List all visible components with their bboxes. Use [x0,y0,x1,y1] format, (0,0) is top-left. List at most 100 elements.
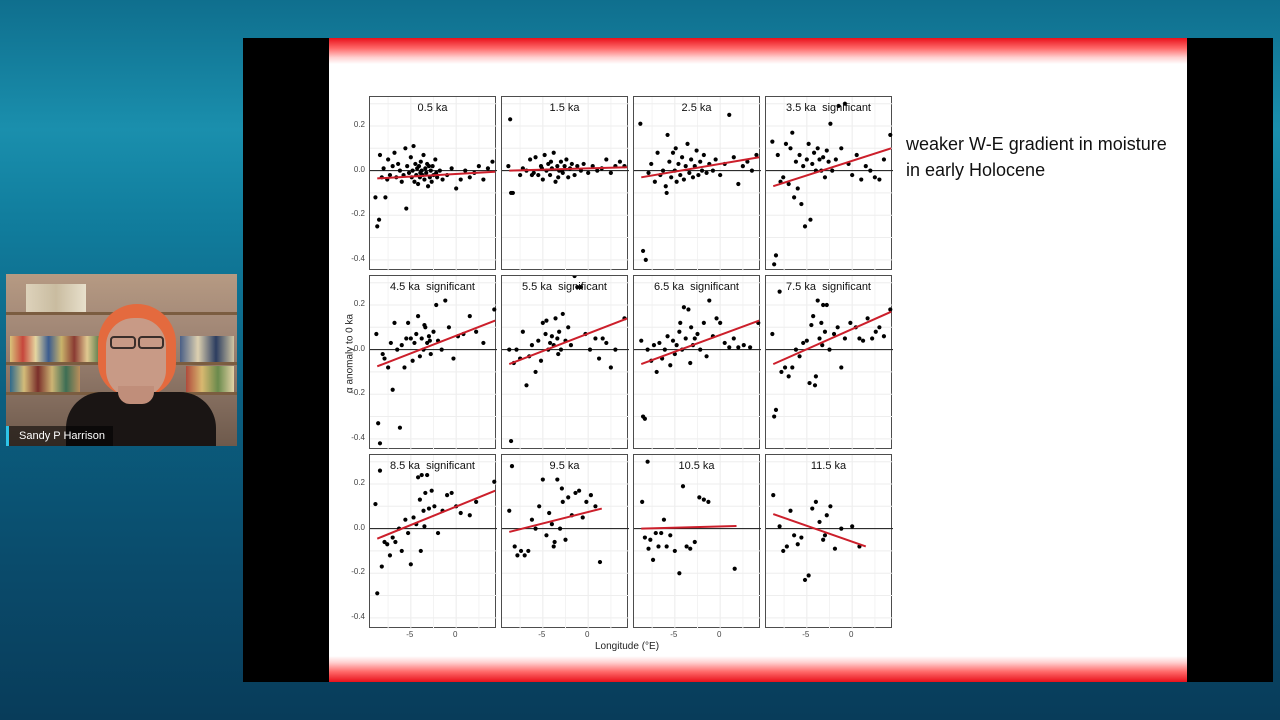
data-point [815,298,820,303]
data-point [383,195,388,200]
panel-title: 4.5 ka significant [390,281,475,293]
data-point [701,152,706,158]
data-point [399,548,404,554]
data-point [680,484,686,489]
panel-plot-area [370,455,497,629]
data-point [806,573,811,578]
data-point [381,166,386,171]
y-tick-label: 0.2 [353,478,365,487]
data-point [835,325,840,330]
data-point [390,164,395,169]
data-point [678,172,683,178]
data-point [854,152,859,158]
panel-plot-area [370,276,497,450]
data-point [399,343,404,348]
data-point [385,542,390,547]
data-point [563,537,568,542]
data-point [784,544,789,549]
data-point [694,148,699,153]
data-point [704,170,709,175]
data-point [415,181,421,187]
data-point [593,504,598,509]
data-point [572,172,577,178]
regression-line [641,156,760,179]
data-point [804,338,809,343]
data-point [736,345,741,350]
data-point [826,159,831,164]
data-point [770,331,775,337]
y-tick-label: 0.0 [353,343,365,353]
data-point [547,510,552,516]
data-point [863,164,868,169]
chart-panel: 3.5 ka significant [765,96,893,271]
data-point [645,347,650,352]
data-point [458,510,463,516]
data-point [509,464,515,469]
data-point [557,526,563,531]
data-point [514,347,519,352]
data-point [481,340,486,346]
data-point [562,164,567,169]
data-point [687,170,692,175]
data-point [474,329,479,334]
data-point [584,499,589,504]
x-tick-label: -5 [538,630,546,639]
data-point [661,517,667,522]
data-point [802,224,808,229]
x-axis-label: Longitude (°E) [595,641,660,652]
data-point [836,103,841,109]
data-point [392,320,397,325]
data-point [857,336,862,341]
data-point [604,157,609,162]
data-point [435,175,440,180]
data-point [697,495,702,500]
data-point [395,347,400,352]
data-point [377,468,383,473]
data-point [533,526,538,531]
data-point [824,513,829,518]
data-point [411,515,416,520]
data-point [575,164,580,169]
data-point [555,477,560,482]
regression-line [772,147,892,188]
data-point [664,190,669,196]
data-point [722,340,727,346]
data-point [710,168,716,173]
data-point [655,150,660,155]
chart-panel: 11.5 ka [765,454,893,629]
participant-video-tile[interactable]: Sandy P Harrison [6,274,237,446]
data-point [824,302,829,308]
data-point [416,164,422,169]
data-point [428,168,433,173]
data-point [373,195,378,200]
data-point [810,161,815,167]
data-point [547,340,553,346]
data-point [476,164,481,169]
data-point [670,338,676,343]
data-point [549,522,554,527]
data-point [434,170,439,175]
data-point [422,177,427,182]
data-point [440,177,445,182]
data-point [429,179,434,184]
data-point [387,553,393,558]
data-point [781,548,786,554]
data-point [577,488,582,493]
data-point [810,506,815,511]
panel-title: 11.5 ka [810,460,847,472]
data-point [510,190,515,196]
chart-panel: 7.5 ka significant [765,275,893,450]
data-point [595,168,600,173]
data-point [432,504,437,509]
y-tick-label: -0.4 [351,611,365,621]
panel-plot-area [634,276,761,450]
data-point [556,351,561,357]
data-point [382,356,387,361]
data-point [677,329,682,334]
data-point [540,320,545,325]
data-point [654,369,659,375]
data-point [492,479,497,484]
regression-line [641,524,737,530]
data-point [828,504,833,509]
data-point [713,157,718,162]
